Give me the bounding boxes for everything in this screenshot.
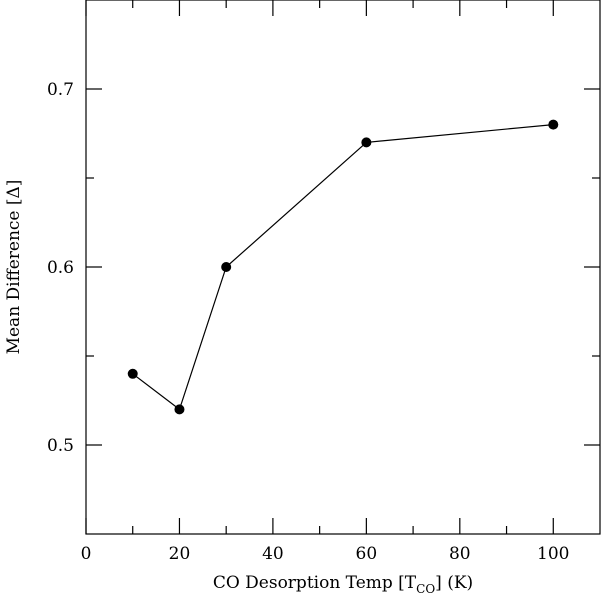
- series-line: [132, 124, 554, 411]
- data-point: [127, 368, 138, 379]
- x-axis-label-subscript: CO: [416, 582, 435, 596]
- y-axis-label: Mean Difference [Δ]: [4, 180, 24, 355]
- x-tick-label: 40: [262, 544, 284, 564]
- x-tick-label: 60: [356, 544, 378, 564]
- data-point: [174, 404, 185, 415]
- data-point: [361, 137, 372, 148]
- axis-ticks: [85, 0, 600, 534]
- x-axis-label-tail: ] (K): [435, 573, 473, 593]
- y-tick-labels: 0.5 0.6 0.7: [47, 80, 74, 456]
- data-point: [548, 119, 559, 130]
- y-tick-label: 0.5: [47, 436, 74, 456]
- y-tick-label: 0.6: [47, 258, 74, 278]
- plot-frame: [85, 0, 601, 535]
- y-tick-label: 0.7: [47, 80, 74, 100]
- x-axis-label: CO Desorption Temp [TCO] (K): [213, 573, 473, 596]
- x-tick-label: 20: [169, 544, 191, 564]
- x-tick-label: 0: [81, 544, 92, 564]
- data-point: [221, 262, 232, 272]
- x-tick-label: 80: [449, 544, 471, 564]
- x-tick-label: 100: [537, 544, 569, 564]
- x-tick-labels: 0 20 40 60 80 100: [81, 544, 570, 564]
- x-axis-label-main: CO Desorption Temp [T: [213, 573, 417, 593]
- data-points: [127, 119, 559, 415]
